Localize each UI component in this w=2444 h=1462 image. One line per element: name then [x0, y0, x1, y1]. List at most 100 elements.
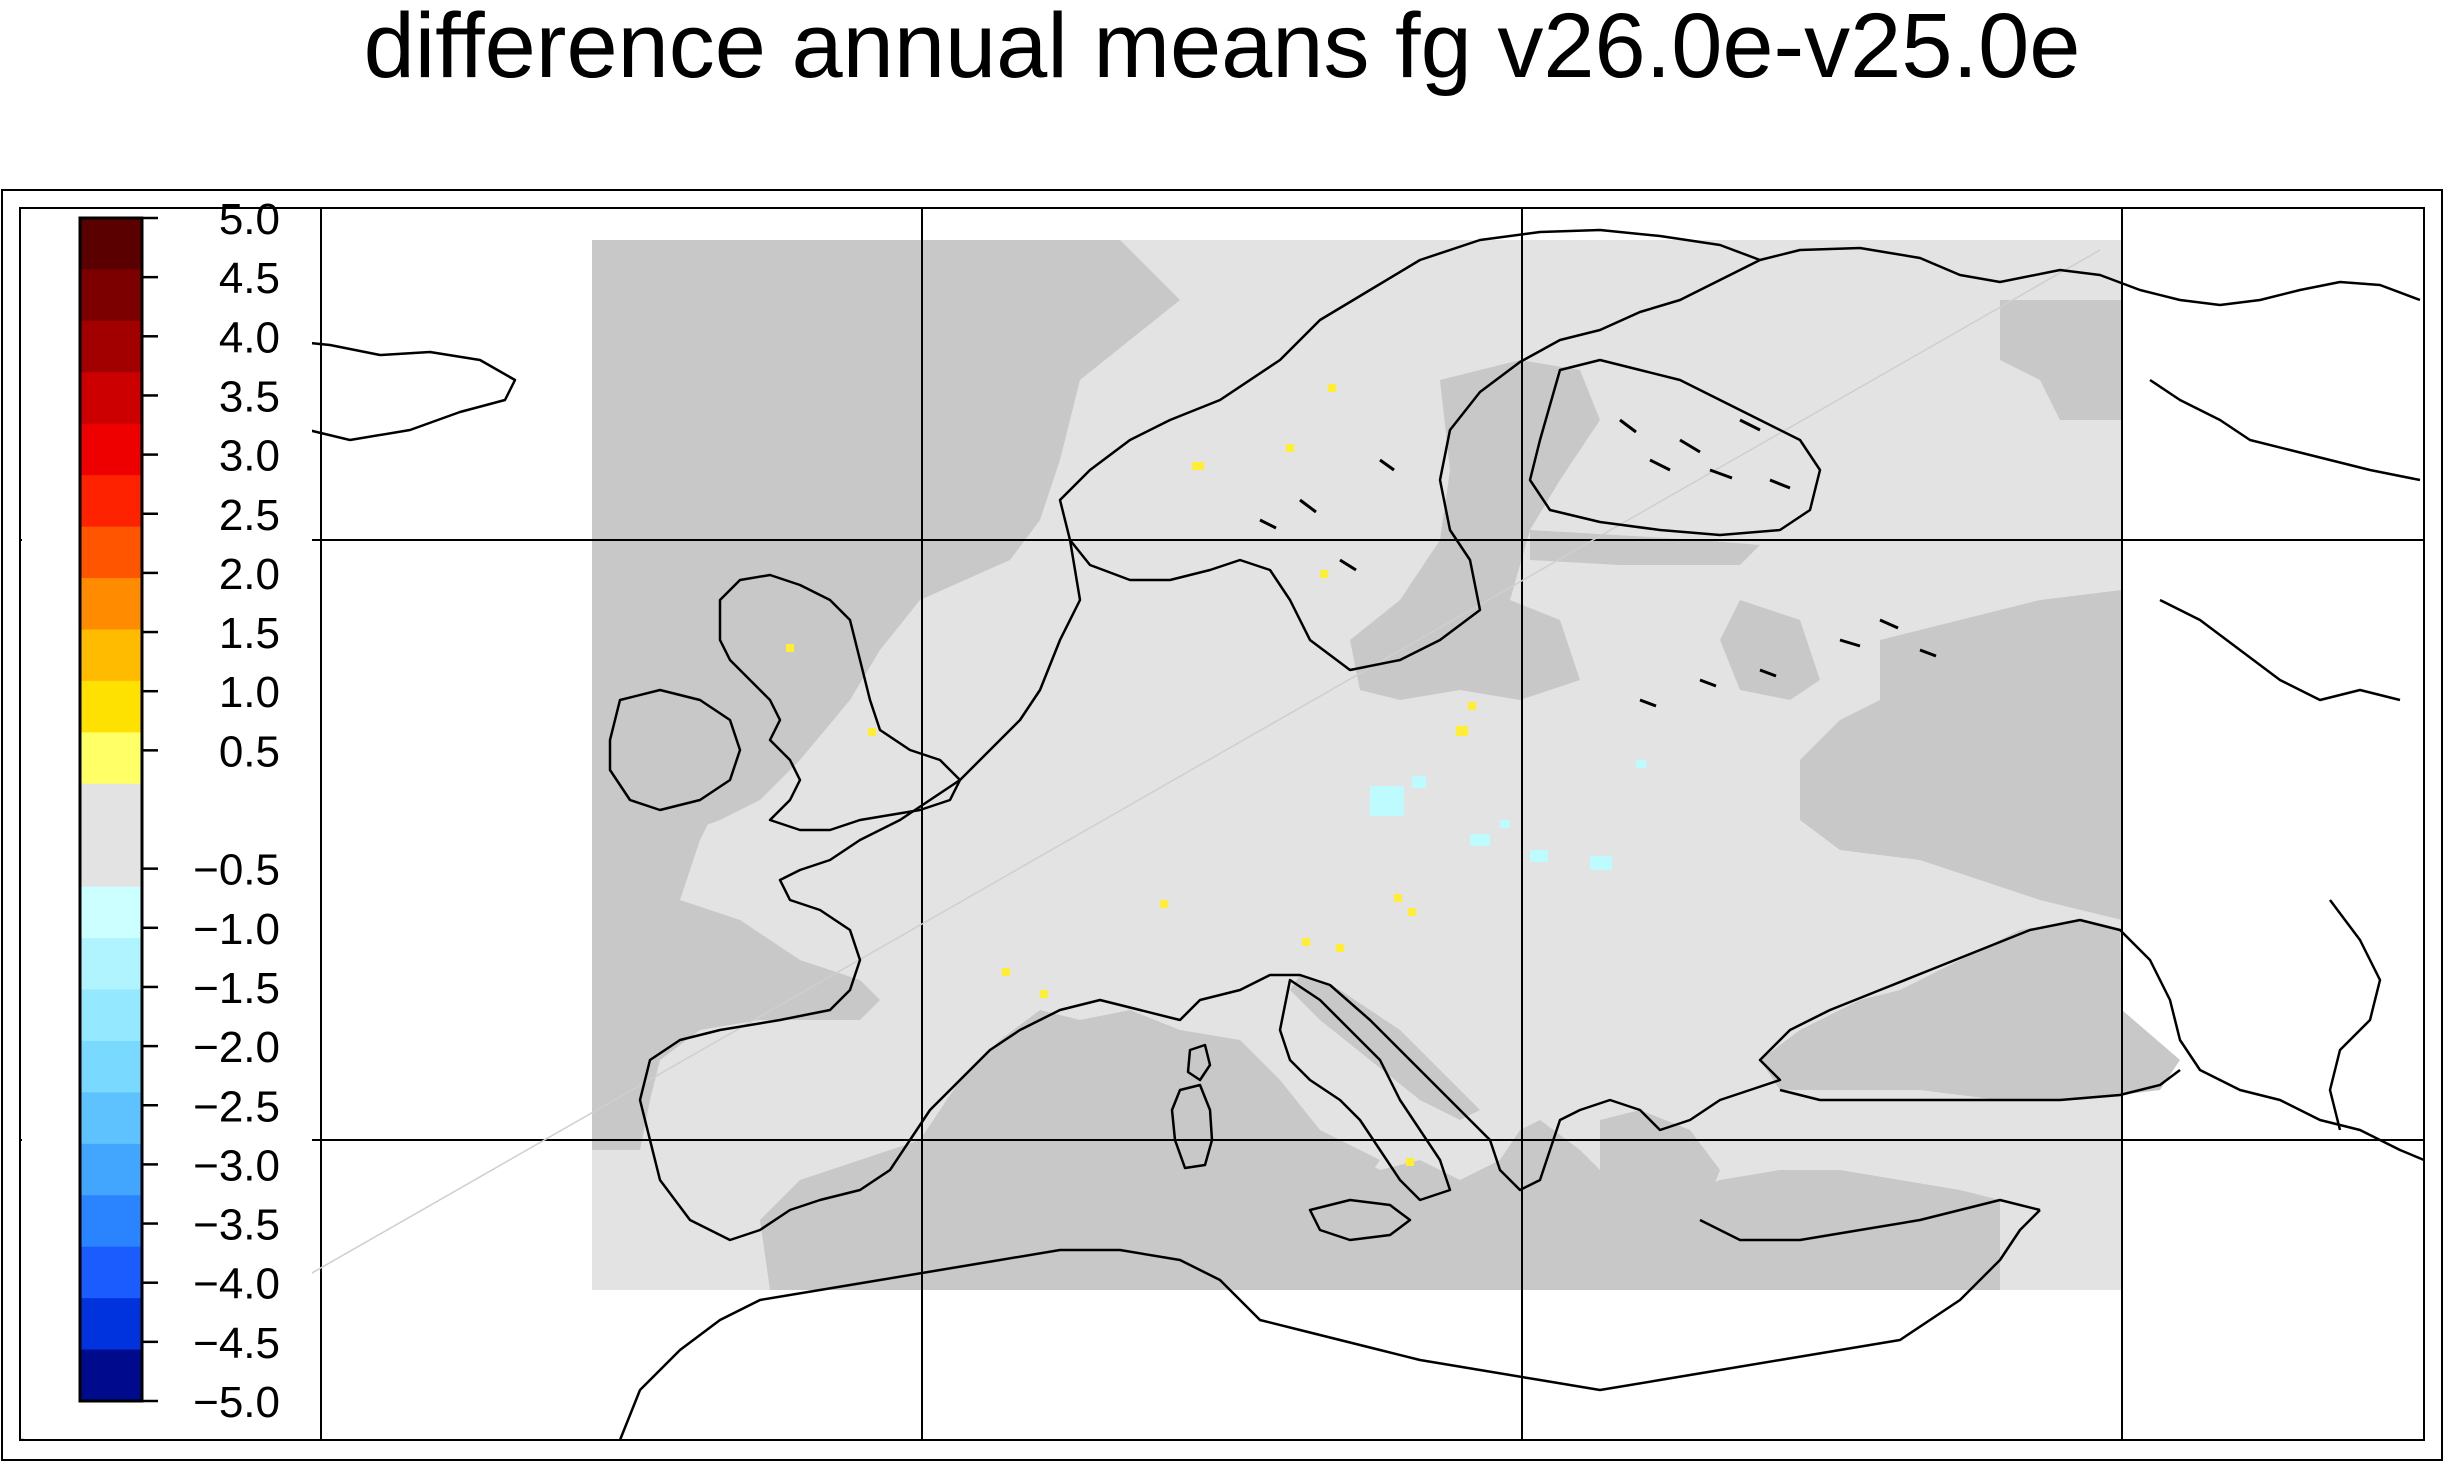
positive-speck [1328, 384, 1336, 392]
colorbar-swatch [80, 989, 142, 1042]
diagonal-artifact-line [19, 249, 2101, 1441]
grey-block-belarus [1720, 600, 1820, 700]
colorbar-outline [78, 216, 144, 1403]
lake-mark [1379, 458, 1395, 472]
coastline-sardinia [1170, 1083, 1214, 1170]
colorbar-label: −1.5 [193, 964, 280, 1013]
lake-mark [1299, 498, 1317, 514]
coastline-finland [1528, 358, 1822, 537]
colorbar-label: −2.0 [193, 1023, 280, 1072]
lake-mark [1759, 668, 1777, 678]
grey-block-finland [2000, 300, 2122, 420]
lake-mark [1699, 678, 1717, 688]
lake-mark [1709, 468, 1733, 480]
gulf-of-finland [1530, 530, 1760, 565]
colorbar-swatch [80, 680, 142, 733]
negative-speck [1412, 776, 1426, 788]
positive-speck [1302, 938, 1310, 946]
positive-speck [1040, 990, 1048, 998]
lake-mark [1339, 558, 1357, 572]
coastline-white-sea [2149, 378, 2421, 482]
positive-specks [786, 384, 1476, 1166]
coastline-italy [1278, 978, 1452, 1202]
lake-mark [1619, 418, 1637, 434]
coastline-sicily [1308, 1198, 1412, 1242]
lake-mark [1639, 698, 1657, 708]
positive-speck [1002, 968, 1010, 976]
colorbar-label: 1.0 [219, 668, 280, 717]
positive-speck [1192, 462, 1204, 470]
colorbar-label: 2.5 [219, 491, 280, 540]
model-domain [592, 240, 2180, 1290]
black-sea [1760, 920, 2180, 1100]
coastline-turkey [1779, 1069, 2181, 1102]
colorbar-swatch [80, 629, 142, 682]
colorbar-label: −4.5 [193, 1319, 280, 1368]
colorbar-label: 2.0 [219, 550, 280, 599]
colorbar-swatch [80, 835, 142, 888]
colorbar-swatch [80, 783, 142, 836]
colorbar-swatch [80, 1092, 142, 1145]
colorbar-swatch [80, 1143, 142, 1196]
positive-speck [1336, 944, 1344, 952]
colorbar-swatches [80, 218, 142, 1402]
coastline-corsica [1186, 1043, 1212, 1082]
negative-speck [1500, 820, 1510, 828]
grey-block-russia [1800, 590, 2122, 920]
colorbar-label: −4.0 [193, 1260, 280, 1309]
coastline-east-fragment [2159, 598, 2401, 702]
coastline-norway-sweden [1058, 228, 1762, 672]
colorbar-labels: 5.0 4.5 4.0 3.5 3.0 2.5 2.0 1.5 1.0 0.5 −0.5 −1.0 −1… [193, 195, 280, 1427]
colorbar-swatch [80, 320, 142, 373]
lake-mark [1769, 478, 1791, 490]
colorbar-label: −5.0 [193, 1378, 280, 1427]
coastline-ireland [608, 688, 742, 812]
colorbar-swatch [80, 423, 142, 476]
tyrrhenian-sea [1180, 1030, 1380, 1200]
plot-frame [1, 189, 2443, 1461]
negative-speck [1530, 850, 1548, 862]
colorbar-swatch [80, 1349, 142, 1402]
inner-frame [19, 207, 2425, 1441]
page-title: difference annual means fg v26.0e-v25.0e [363, 0, 2081, 97]
colorbar-swatch [80, 732, 142, 785]
colorbar-swatch [80, 938, 142, 991]
negative-specks [1370, 760, 1646, 870]
positive-speck [1406, 1158, 1414, 1166]
outer-frame [1, 189, 2443, 1461]
colorbar-swatch [80, 1298, 142, 1351]
positive-speck [786, 644, 794, 652]
colorbar-swatch [80, 1195, 142, 1248]
colorbar-swatch [80, 886, 142, 939]
lake-mark [1919, 648, 1937, 658]
irish-sea [592, 600, 780, 860]
colorbar-label: −3.0 [193, 1141, 280, 1190]
coastline-kola-russia [1759, 246, 2421, 307]
colorbar-label: 1.5 [219, 609, 280, 658]
colorbar-swatch [80, 526, 142, 579]
coastline-anatolia-south [1699, 1198, 2041, 1242]
lake-mark [1649, 458, 1671, 472]
colorbar-label: −2.5 [193, 1082, 280, 1131]
sea-areas [592, 240, 2180, 1290]
colorbar-swatch [80, 1040, 142, 1093]
colorbar-label: −0.5 [193, 846, 280, 895]
negative-speck [1636, 760, 1646, 768]
coastline-great-britain [718, 573, 962, 832]
lake-mark [1739, 418, 1761, 432]
lake-mark [1259, 518, 1277, 530]
positive-speck [868, 728, 876, 736]
coastline-north-africa [618, 1209, 2041, 1441]
lake-mark [1839, 638, 1861, 648]
aegean-sea [1600, 1110, 1720, 1240]
negative-speck [1470, 834, 1490, 846]
coastline-caspian [2328, 899, 2382, 1131]
lake-mark [1879, 618, 1899, 630]
negative-speck [1370, 786, 1404, 816]
colorbar-white-background [22, 210, 312, 1438]
colorbar-label: 3.5 [219, 372, 280, 421]
graticule [20, 208, 2424, 1440]
coastline-continent [638, 539, 2425, 1242]
colorbar-label: 3.0 [219, 432, 280, 481]
